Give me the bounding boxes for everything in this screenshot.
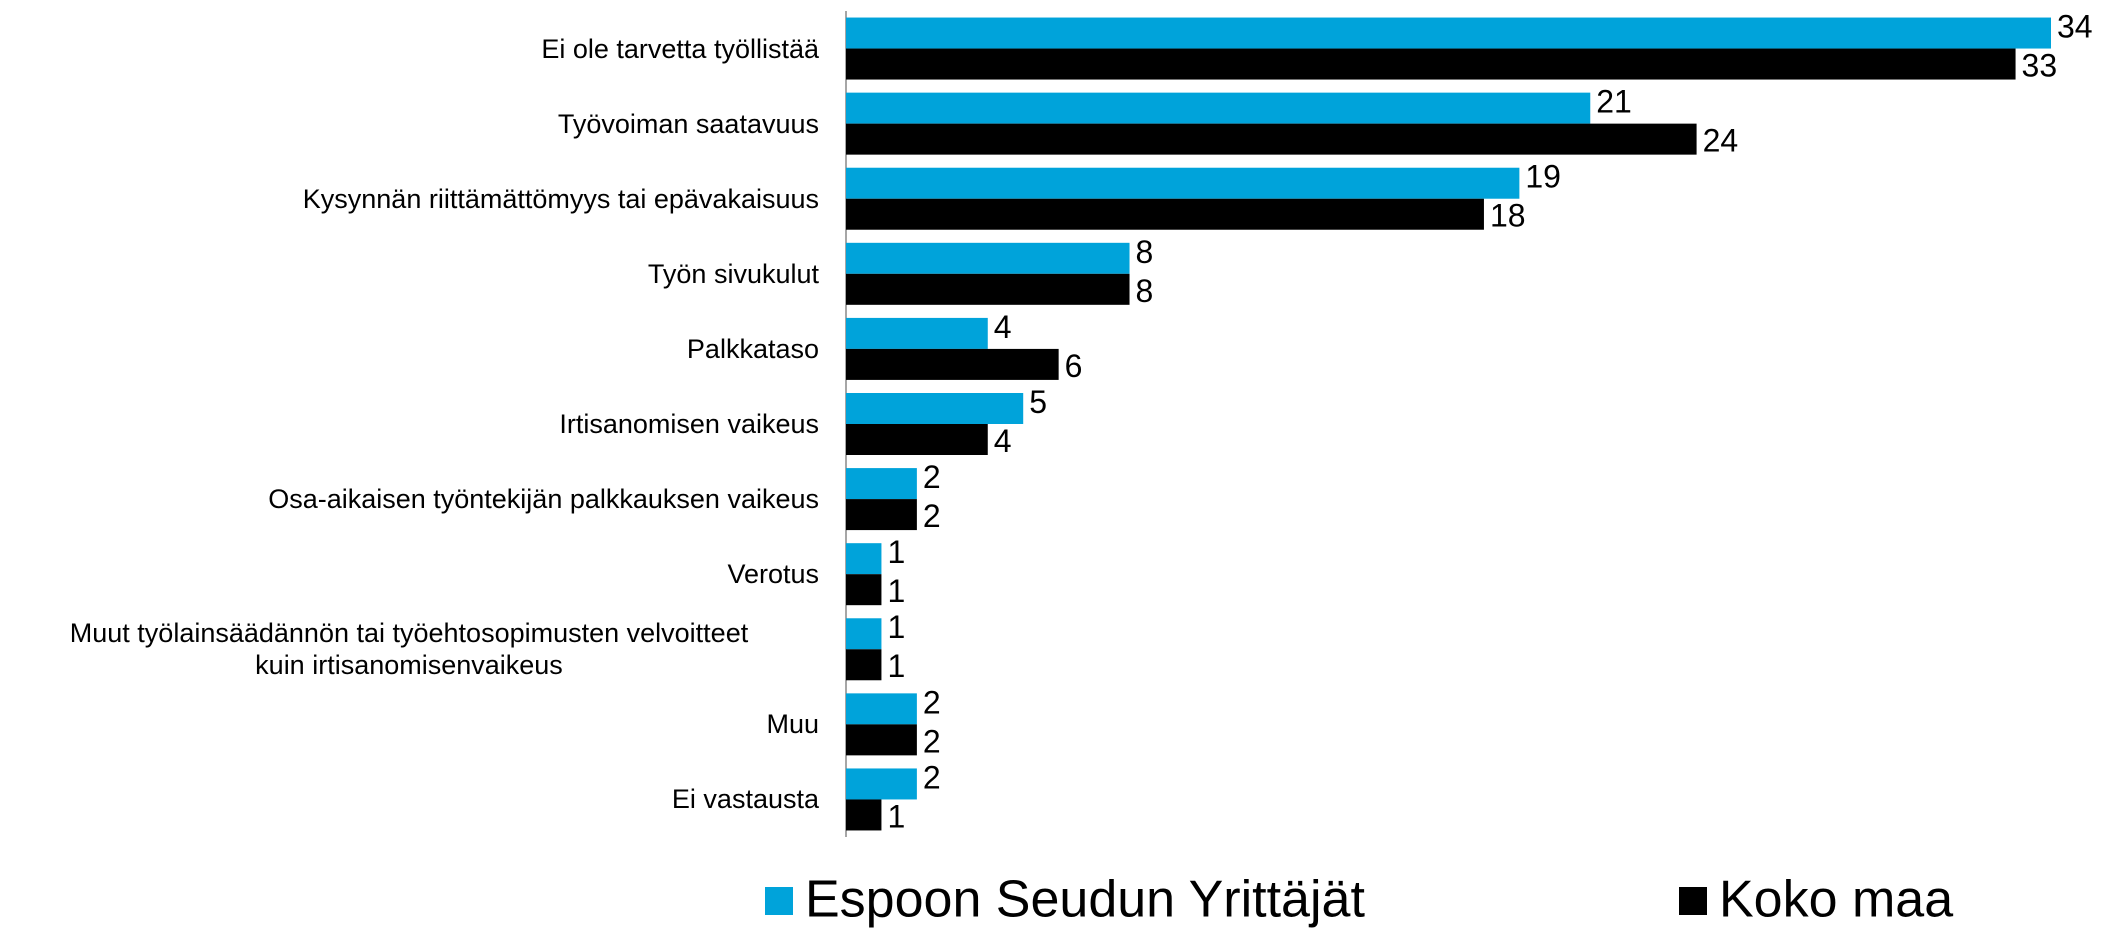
- value-label: 2: [923, 759, 941, 795]
- bar: [846, 167, 1520, 199]
- value-label: 1: [887, 573, 905, 609]
- legend-label: Koko maa: [1719, 871, 1953, 929]
- value-label: 2: [923, 498, 941, 534]
- category-label: Työvoiman saatavuus: [557, 108, 819, 139]
- category-label: Muut työlainsäädännön tai työehtosopimus…: [69, 618, 749, 681]
- bar: [846, 499, 917, 531]
- bar: [846, 649, 882, 681]
- category-label: Irtisanomisen vaikeus: [559, 409, 819, 439]
- value-label: 5: [1029, 384, 1047, 420]
- bar: [846, 693, 917, 725]
- bar: [846, 48, 2016, 80]
- category-label: Muu: [766, 709, 819, 740]
- bar: [846, 468, 917, 500]
- bar: [846, 242, 1130, 274]
- value-label: 2: [923, 459, 941, 495]
- legend-swatch: [765, 887, 793, 915]
- category-label: Ei ole tarvetta työllistää: [541, 33, 819, 64]
- bar: [846, 393, 1024, 424]
- value-label: 34: [2057, 8, 2093, 44]
- value-label: 1: [887, 798, 905, 834]
- value-label: 6: [1065, 348, 1083, 384]
- legend-label: Espoon Seudun Yrittäjät: [805, 871, 1365, 929]
- value-label: 19: [1525, 159, 1561, 195]
- bar: [846, 17, 2051, 49]
- bar: [846, 123, 1697, 155]
- bar: [846, 768, 917, 800]
- bar: [846, 543, 882, 575]
- bar: [846, 92, 1591, 124]
- value-label: 1: [887, 609, 905, 645]
- value-label: 2: [923, 684, 941, 720]
- value-label: 2: [923, 723, 941, 759]
- value-label: 1: [887, 648, 905, 684]
- value-label: 18: [1490, 198, 1526, 234]
- category-label: Palkkataso: [686, 333, 819, 364]
- legend-swatch: [1679, 887, 1707, 915]
- bar: [846, 348, 1059, 380]
- bar: [846, 799, 882, 831]
- bar: [846, 317, 988, 349]
- bar: [846, 574, 882, 606]
- category-label: Ei vastausta: [671, 784, 819, 815]
- category-label: Verotus: [727, 559, 819, 590]
- value-label: 1: [887, 534, 905, 570]
- value-label: 4: [994, 423, 1012, 459]
- value-label: 8: [1136, 273, 1154, 309]
- value-label: 21: [1596, 84, 1632, 120]
- bar: [846, 198, 1484, 230]
- value-label: 8: [1136, 234, 1154, 270]
- bar: [846, 424, 988, 455]
- bar: [846, 724, 917, 756]
- category-label: Kysynnän riittämättömyys tai epävakaisuu…: [302, 183, 819, 214]
- category-label: Työn sivukulut: [647, 258, 819, 289]
- value-label: 33: [2022, 47, 2058, 83]
- category-label: Osa-aikaisen työntekijän palkkauksen vai…: [268, 484, 819, 515]
- bar: [846, 618, 882, 650]
- value-label: 24: [1703, 123, 1739, 159]
- bar: [846, 273, 1130, 305]
- value-label: 4: [994, 309, 1012, 345]
